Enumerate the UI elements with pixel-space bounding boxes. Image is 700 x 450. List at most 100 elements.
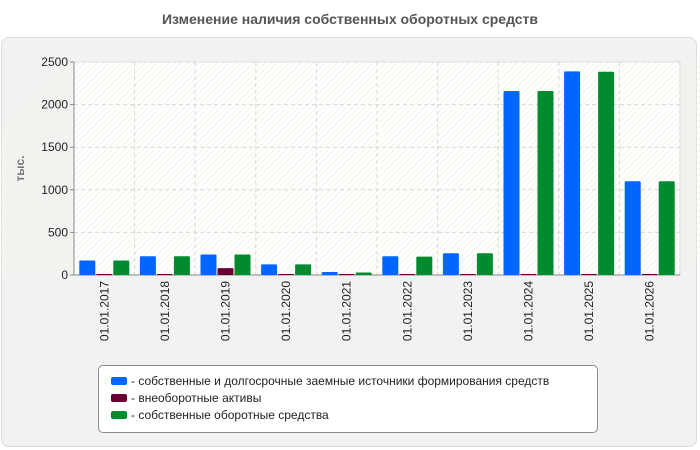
bar-series-1-7 [520,274,537,275]
hatch-line [226,61,441,276]
hatch-line [454,61,669,276]
hatch-line [172,61,387,276]
hatch-line [0,61,81,143]
hatch-line [46,61,261,276]
hatch-line [376,61,591,276]
legend-item-series-0[interactable]: - собственные и долгосрочные заемные ист… [111,372,597,389]
hatch-line [304,61,519,276]
hatch-line [0,61,129,191]
x-tick-label-8: 01.01.2025 [582,281,596,341]
hatch-line [358,61,573,276]
legend-label-series-2: - собственные оборотные средства [131,407,329,422]
bar-series-2-7 [537,90,554,275]
hatch-line [490,65,700,276]
y-tick-label-4: 2000 [41,98,68,112]
x-tick-label-7: 01.01.2024 [522,281,536,341]
hatch-line [256,61,471,276]
bar-series-0-3 [261,264,278,275]
hatch-line [484,61,699,276]
hatch-line [0,61,189,251]
bar-series-0-5 [382,256,399,275]
bar-series-2-0 [113,260,130,275]
hatch-line [0,61,87,149]
hatch-line [580,155,700,276]
hatch-line [286,61,501,276]
y-tick-label-3: 1500 [41,140,68,154]
hatch-line [0,61,123,185]
hatch-line [100,61,315,276]
hatch-line [184,61,399,276]
hatch-line [652,227,700,276]
hatch-line [0,61,207,269]
bar-series-1-8 [581,274,598,275]
hatch-line [10,61,225,276]
hatch-line [58,61,273,276]
hatch-line [520,95,700,276]
hatch-line [0,61,141,203]
hatch-line [154,61,369,276]
hatch-line [94,61,309,276]
x-tick-label-4: 01.01.2021 [340,281,354,341]
hatch-line [0,61,135,197]
bar-series-1-4 [338,274,355,275]
hatch-line [298,61,513,276]
hatch-line [274,61,489,276]
hatch-line [310,61,525,276]
hatch-line [232,61,447,276]
hatch-line [196,61,411,276]
legend-item-series-1[interactable]: - внеоборотные активы [111,389,597,406]
hatch-line [34,61,249,276]
legend-item-series-2[interactable]: - собственные оборотные средства [111,406,597,423]
bar-series-1-9 [641,274,658,275]
legend-swatch-series-1 [111,393,127,402]
hatch-line [0,61,105,167]
hatch-line [0,61,159,221]
bar-series-2-6 [476,253,493,275]
hatch-line [136,61,351,276]
hatch-line [16,61,231,276]
y-tick-label-2: 1000 [41,183,68,197]
hatch-line [244,61,459,276]
hatch-line [214,61,429,276]
y-axis-label: тыс. [13,155,27,181]
hatch-line [262,61,477,276]
hatch-line [0,61,75,137]
bar-series-0-7 [503,90,520,275]
bar-series-1-5 [399,274,416,275]
bar-series-2-1 [173,256,190,275]
hatch-line [550,125,700,276]
hatch-line [268,61,483,276]
hatch-line [640,215,700,276]
hatch-line [0,61,177,239]
x-tick-label-9: 01.01.2026 [643,281,657,341]
hatch-line [70,61,285,276]
bar-series-2-3 [295,264,312,275]
hatch-line [118,61,333,276]
bar-series-0-1 [139,256,156,275]
hatch-line [4,61,219,276]
bar-series-1-6 [459,274,476,275]
hatch-line [646,221,700,276]
hatch-line [82,61,297,276]
hatch-line [208,61,423,276]
hatch-line [52,61,267,276]
hatch-line [142,61,357,276]
hatch-line [544,119,700,276]
hatch-line [586,161,700,276]
x-tick-label-0: 01.01.2017 [97,281,111,341]
hatch-line [178,61,393,276]
hatch-line [352,61,567,276]
y-tick-label-0: 0 [61,268,68,282]
hatch-line [0,61,93,155]
hatch-line [622,197,700,276]
bar-series-1-2 [217,268,234,275]
hatch-line [0,61,147,209]
bar-series-0-8 [564,71,581,275]
hatch-line [106,61,321,276]
bar-series-0-2 [200,254,217,275]
hatch-line [556,131,700,276]
bar-series-2-5 [416,256,433,275]
hatch-line [346,61,561,276]
hatch-line [238,61,453,276]
